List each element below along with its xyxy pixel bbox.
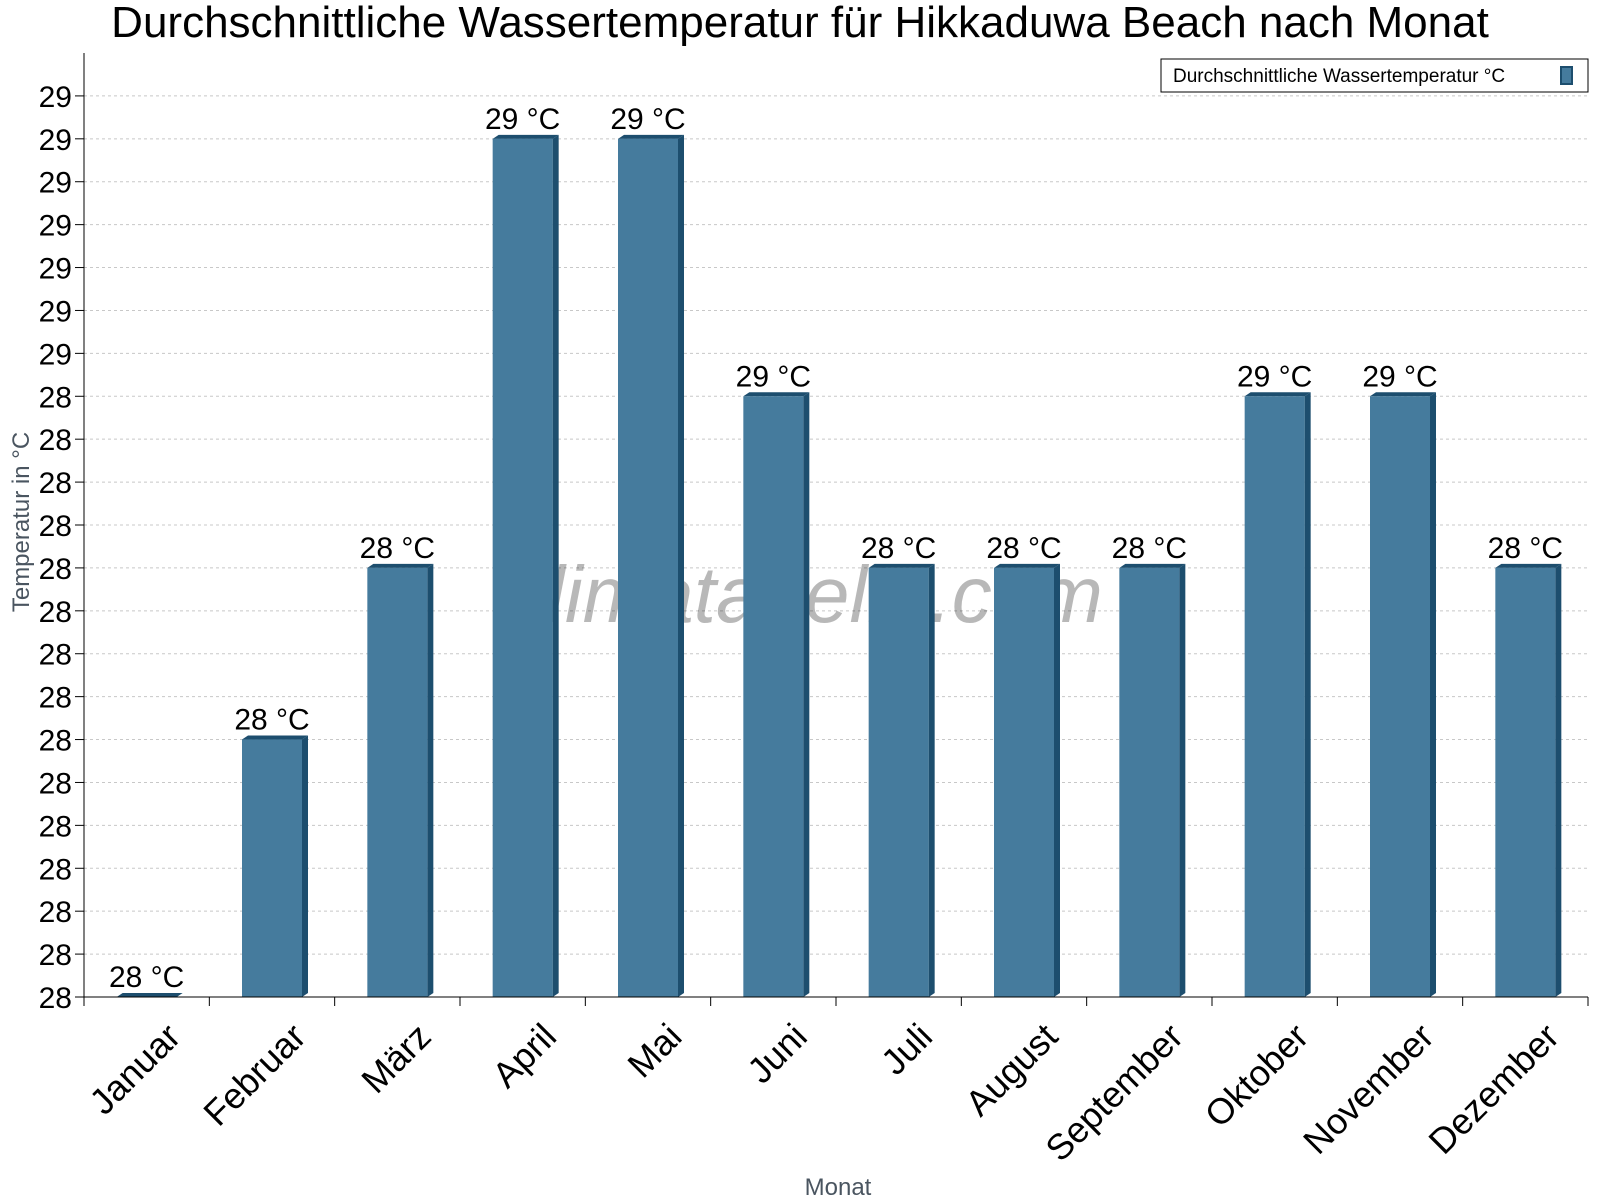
data-label: 28 °C	[861, 532, 936, 565]
y-tick-label: 29	[39, 295, 72, 328]
y-tick-label: 28	[39, 939, 72, 972]
y-tick-label: 28	[39, 381, 72, 414]
bar	[618, 138, 678, 997]
data-label: 28 °C	[234, 704, 309, 737]
bar-top	[367, 563, 434, 568]
bar	[868, 567, 929, 997]
bar-side	[427, 563, 434, 997]
y-tick-label: 28	[39, 553, 72, 586]
data-label: 29 °C	[610, 103, 685, 136]
axes	[75, 53, 1589, 1006]
bar	[1495, 567, 1556, 997]
data-label: 29 °C	[1237, 360, 1312, 393]
bar	[994, 567, 1054, 997]
y-tick-label: 28	[39, 682, 72, 715]
x-tick-label: September	[1037, 1015, 1191, 1169]
y-tick-label: 29	[39, 124, 72, 157]
bar-side	[1555, 563, 1562, 997]
y-tick-label: 28	[39, 639, 72, 672]
y-tick-label: 28	[39, 767, 72, 800]
bar-top	[868, 563, 935, 568]
bar-top	[116, 993, 183, 997]
bar-top	[1244, 392, 1311, 397]
bar	[1370, 396, 1430, 998]
y-axis-label: Temperatur in °C	[8, 432, 35, 612]
x-tick-label: Dezember	[1420, 1015, 1566, 1161]
legend-swatch	[1560, 66, 1573, 85]
y-tick-label: 28	[39, 982, 72, 1015]
legend: Durchschnittliche Wassertemperatur °C	[1160, 58, 1589, 93]
chart-title: Durchschnittliche Wassertemperatur für H…	[111, 0, 1489, 47]
bar-top	[618, 134, 684, 139]
y-tick-label: 28	[39, 424, 72, 457]
y-tick-label: 28	[39, 725, 72, 758]
x-tick-label: Juli	[873, 1015, 940, 1082]
bar-top	[1370, 392, 1436, 397]
y-tick-label: 28	[39, 896, 72, 929]
x-tick-label: Juni	[739, 1015, 815, 1091]
bar-side	[1179, 563, 1186, 997]
x-tick-label: April	[484, 1015, 564, 1095]
x-tick-labels: Januar Februar März April Mai Juni Juli AugustS…	[81, 1015, 1567, 1169]
y-tick-label: 29	[39, 81, 72, 114]
y-tick-label: 28	[39, 853, 72, 886]
y-tick-label: 28	[39, 810, 72, 843]
bar-side	[1304, 392, 1311, 998]
bar-side	[552, 134, 559, 997]
bar	[1244, 396, 1305, 998]
bar	[367, 567, 428, 997]
data-label: 28 °C	[986, 532, 1061, 565]
bar-top	[492, 134, 559, 139]
y-tick-label: 28	[39, 467, 72, 500]
y-tick-label: 29	[39, 167, 72, 200]
x-tick-label: März	[353, 1015, 439, 1101]
y-tick-labels: 28 28 28 28 28 28 28 28 28 28 28 28 28 28 28 29 29 29 29 29…	[39, 81, 72, 1015]
bar-side	[1430, 392, 1436, 998]
data-label: 29 °C	[736, 360, 811, 393]
bar-top	[743, 392, 810, 397]
y-tick-label: 29	[39, 338, 72, 371]
bar	[492, 138, 553, 997]
x-tick-label: November	[1295, 1015, 1441, 1161]
legend-label: Durchschnittliche Wassertemperatur °C	[1173, 66, 1505, 87]
x-axis-label: Monat	[805, 1174, 872, 1200]
x-tick-label: Oktober	[1197, 1015, 1317, 1135]
y-tick-label: 28	[39, 596, 72, 629]
data-labels: 28 °C 28 °C 28 °C 29 °C 29 °C 29 °C 28 °C 28 °C…	[109, 103, 1563, 994]
bar-side	[928, 563, 935, 997]
data-label: 28 °C	[1112, 532, 1187, 565]
data-label: 28 °C	[109, 961, 184, 994]
data-label: 28 °C	[360, 532, 435, 565]
bar-side	[803, 392, 810, 998]
data-label: 28 °C	[1488, 532, 1563, 565]
bar-top	[1119, 563, 1186, 568]
grid	[84, 95, 1588, 955]
bars	[116, 134, 1562, 998]
data-label: 29 °C	[485, 103, 560, 136]
bar	[1119, 567, 1180, 997]
bar-side	[678, 134, 684, 997]
y-tick-label: 28	[39, 510, 72, 543]
x-tick-label: Mai	[619, 1015, 689, 1085]
y-tick-label: 29	[39, 253, 72, 286]
bar-side	[302, 735, 308, 997]
bar-top	[994, 563, 1060, 568]
bar	[743, 396, 804, 998]
bar-side	[1054, 563, 1060, 997]
x-tick-label: Februar	[195, 1015, 313, 1133]
y-tick-label: 29	[39, 210, 72, 243]
bar-top	[1495, 563, 1562, 568]
bar-top	[242, 735, 308, 740]
data-label: 29 °C	[1362, 360, 1437, 393]
x-tick-label: Januar	[81, 1015, 188, 1122]
x-tick-label: August	[957, 1015, 1065, 1123]
legend-box	[1160, 58, 1589, 93]
bar	[242, 739, 302, 997]
